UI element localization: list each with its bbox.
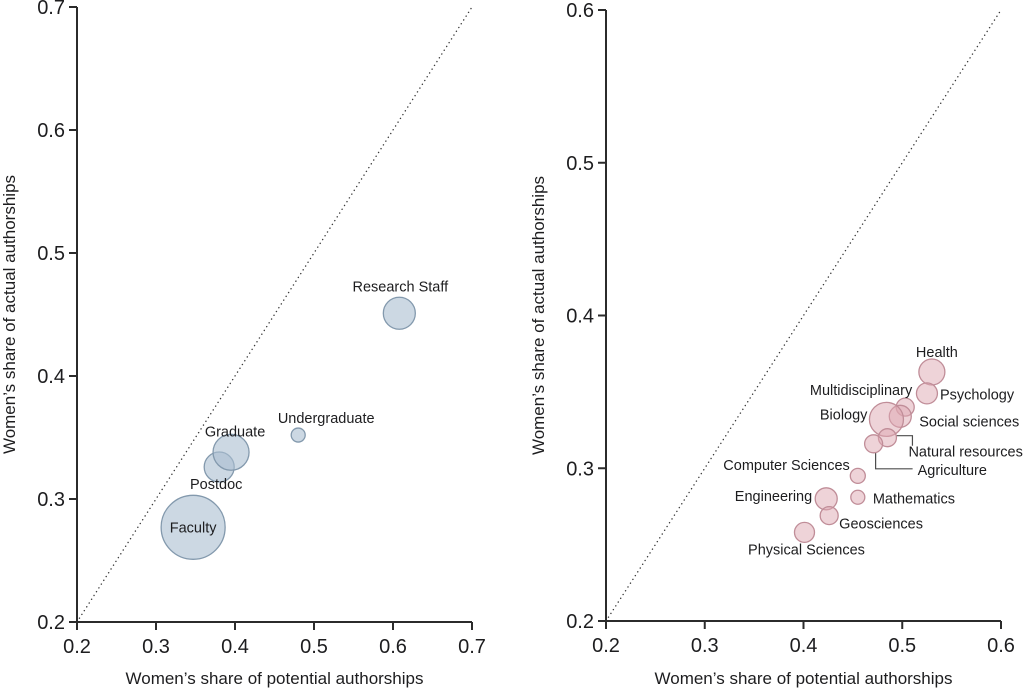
diagonal-reference-line (605, 9, 1002, 622)
y-tick-label: 0.6 (566, 0, 594, 22)
x-tick-label: 0.5 (888, 635, 916, 657)
bubble-label-graduate: Graduate (205, 424, 265, 440)
label-connector-natural-resources (896, 435, 914, 446)
y-tick-label: 0.5 (566, 153, 594, 175)
y-tick-label: 0.2 (37, 612, 65, 634)
bubble-geosciences (819, 505, 839, 526)
bubble-label-multidisciplinary: Multidisciplinary (810, 383, 913, 399)
x-axis-title: Women’s share of potential authorships (126, 669, 424, 688)
bubble-undergraduate (290, 427, 306, 443)
bubble-label-faculty: Faculty (170, 520, 217, 536)
x-tick-label: 0.6 (987, 635, 1015, 657)
bubble-label-geosciences: Geosciences (839, 517, 923, 533)
bubble-mathematics (850, 489, 866, 505)
y-tick-label: 0.4 (37, 366, 65, 388)
bubble-label-undergraduate: Undergraduate (278, 411, 375, 427)
x-tick-label: 0.4 (221, 636, 249, 658)
bubble-label-computer-sciences: Computer Sciences (723, 458, 850, 474)
x-tick-label: 0.7 (458, 636, 486, 658)
y-tick-label: 0.4 (566, 306, 594, 328)
y-tick-label: 0.7 (37, 0, 65, 19)
bubble-label-research-staff: Research Staff (352, 279, 449, 295)
x-tick-label: 0.2 (592, 635, 620, 657)
y-tick-label: 0.2 (566, 611, 594, 633)
bubble-label-engineering: Engineering (735, 489, 812, 505)
bubble-computer-sciences (849, 467, 866, 485)
bubble-psychology (915, 382, 939, 405)
y-axis-title: Women’s share of actual authorships (0, 175, 19, 454)
y-axis-title: Women’s share of actual authorships (529, 176, 548, 455)
bubble-label-psychology: Psychology (940, 387, 1015, 403)
bubble-label-biology: Biology (820, 407, 868, 423)
bubble-label-mathematics: Mathematics (873, 491, 955, 507)
panel-by-discipline: 0.2 0.3 0.4 0.5 0.6 0.2 0.3 0.4 0.5 0.6 Women’s sh… (529, 0, 1023, 688)
x-tick-label: 0.3 (691, 635, 719, 657)
x-tick-label: 0.6 (379, 636, 407, 658)
bubble-label-social-sciences: Social sciences (919, 414, 1019, 430)
bubble-graduate (212, 433, 250, 471)
bubble-label-natural-resources: Natural resources (908, 445, 1022, 461)
x-axis-title: Women’s share of potential authorships (655, 669, 953, 688)
panel-by-career-stage: 0.2 0.3 0.4 0.5 0.6 0.7 0.2 0.3 0.4 0.5 0.6 0.7 Wome… (0, 0, 486, 688)
x-tick-label: 0.3 (142, 636, 170, 658)
y-tick-label: 0.3 (37, 489, 65, 511)
bubble-label-health: Health (916, 345, 958, 361)
y-tick-label: 0.3 (566, 458, 594, 480)
bubble-label-agriculture: Agriculture (918, 463, 987, 479)
bubble-label-postdoc: Postdoc (190, 477, 242, 493)
bubble-label-physical-sciences: Physical Sciences (748, 542, 865, 558)
bubble-health (918, 358, 946, 386)
y-tick-label: 0.6 (37, 120, 65, 142)
diagonal-reference-line (76, 6, 473, 623)
x-tick-label: 0.4 (790, 635, 818, 657)
bubble-research-staff (382, 296, 416, 330)
y-tick-label: 0.5 (37, 243, 65, 265)
bubble-agriculture (863, 434, 884, 454)
x-tick-label: 0.2 (63, 636, 91, 658)
bubble-physical-sciences (793, 521, 816, 544)
x-tick-label: 0.5 (300, 636, 328, 658)
label-connector-agriculture (875, 452, 913, 470)
bubble-faculty (160, 494, 226, 560)
